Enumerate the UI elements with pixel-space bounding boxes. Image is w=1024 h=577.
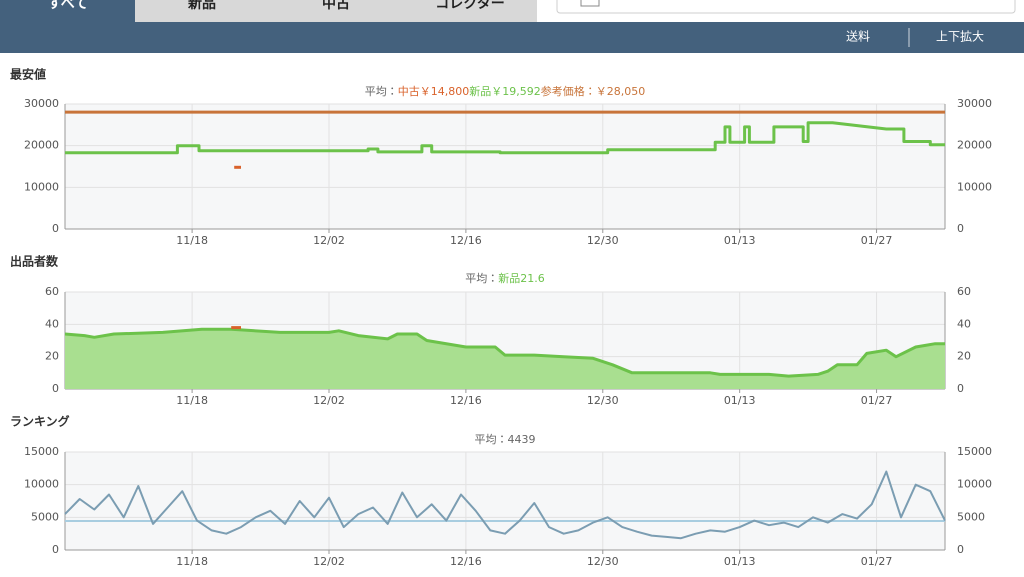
y-tick-label-right: 30000 (957, 97, 992, 110)
legend-name: 参考価格 (541, 84, 585, 98)
tab[interactable]: 新品 (187, 0, 216, 12)
x-tick-label: 11/18 (176, 394, 208, 407)
chart-title: 最安値 (10, 67, 46, 82)
x-tick-label: 01/27 (861, 234, 893, 247)
y-tick-label-right: 0 (957, 543, 964, 556)
y-tick-label-right: 0 (957, 382, 964, 395)
chart-title: 出品者数 (10, 254, 59, 269)
y-tick-label: 40 (45, 317, 59, 330)
chart-subtitle: 平均：4439 (475, 432, 536, 446)
chart-subtitle: 平均：新品21.6 (465, 271, 545, 285)
legend-name: 新品 (498, 272, 520, 285)
y-tick-label-right: 0 (957, 222, 964, 235)
area (65, 329, 945, 389)
toolbar-button[interactable]: 上下拡大 (936, 30, 984, 44)
x-tick-label: 12/02 (313, 555, 345, 568)
y-tick-label: 5000 (31, 510, 59, 523)
x-tick-label: 12/16 (450, 555, 482, 568)
average-value: ：￥28,050 (585, 85, 646, 98)
average-value: ￥14,800 (420, 85, 470, 98)
y-tick-label-right: 10000 (957, 478, 992, 491)
y-tick-label: 15000 (24, 445, 59, 458)
tab-strip (135, 0, 537, 22)
x-tick-label: 01/13 (724, 234, 756, 247)
average-value: 21.6 (520, 272, 545, 285)
y-tick-label-right: 20000 (957, 139, 992, 152)
y-tick-label: 20 (45, 350, 59, 363)
series-line (64, 470, 946, 540)
toolbar (0, 22, 1024, 53)
x-tick-label: 01/27 (861, 555, 893, 568)
average-prefix: 平均： (465, 271, 498, 285)
y-tick-label: 0 (52, 222, 59, 235)
tab-active[interactable] (0, 0, 135, 22)
plot-area (65, 452, 945, 550)
y-tick-label: 0 (52, 382, 59, 395)
plot-area (65, 104, 945, 229)
y-tick-label-right: 10000 (957, 180, 992, 193)
y-tick-label-right: 15000 (957, 445, 992, 458)
x-tick-label: 01/27 (861, 394, 893, 407)
y-tick-label-right: 40 (957, 317, 971, 330)
x-tick-label: 01/13 (724, 555, 756, 568)
y-tick-label: 30000 (24, 97, 59, 110)
series-line (64, 327, 945, 378)
series-line (65, 121, 945, 155)
average-prefix: 平均： (475, 432, 508, 446)
x-tick-label: 12/16 (450, 234, 482, 247)
x-tick-label: 11/18 (176, 234, 208, 247)
y-tick-label: 0 (52, 543, 59, 556)
x-tick-label: 12/30 (587, 234, 619, 247)
average-prefix: 平均： (365, 84, 398, 98)
x-tick-label: 12/02 (313, 234, 345, 247)
tab[interactable]: 中古 (322, 0, 350, 12)
toolbar-button[interactable]: 送料 (846, 29, 870, 44)
calendar-icon (580, 0, 600, 7)
y-tick-label: 60 (45, 285, 59, 298)
x-tick-label: 12/30 (587, 555, 619, 568)
legend-name: 新品 (469, 85, 491, 98)
tab[interactable]: コレクター (435, 0, 504, 12)
average-value: 4439 (508, 433, 536, 446)
x-tick-label: 12/30 (587, 394, 619, 407)
y-tick-label: 10000 (24, 180, 59, 193)
y-tick-label: 10000 (24, 478, 59, 491)
x-tick-label: 01/13 (724, 394, 756, 407)
y-tick-label-right: 5000 (957, 510, 985, 523)
legend-name: 中古 (398, 85, 420, 98)
chart-subtitle: 平均：中古￥14,800新品￥19,592参考価格：￥28,050 (365, 84, 646, 98)
chart-title: ランキング (10, 414, 70, 429)
y-tick-label-right: 20 (957, 350, 971, 363)
x-tick-label: 11/18 (176, 555, 208, 568)
x-tick-label: 12/16 (450, 394, 482, 407)
average-value: ￥19,592 (491, 85, 541, 98)
tab[interactable]: すべて (48, 0, 88, 12)
x-tick-label: 12/02 (313, 394, 345, 407)
y-tick-label-right: 60 (957, 285, 971, 298)
y-tick-label: 20000 (24, 139, 59, 152)
range-box[interactable] (556, 0, 1016, 14)
